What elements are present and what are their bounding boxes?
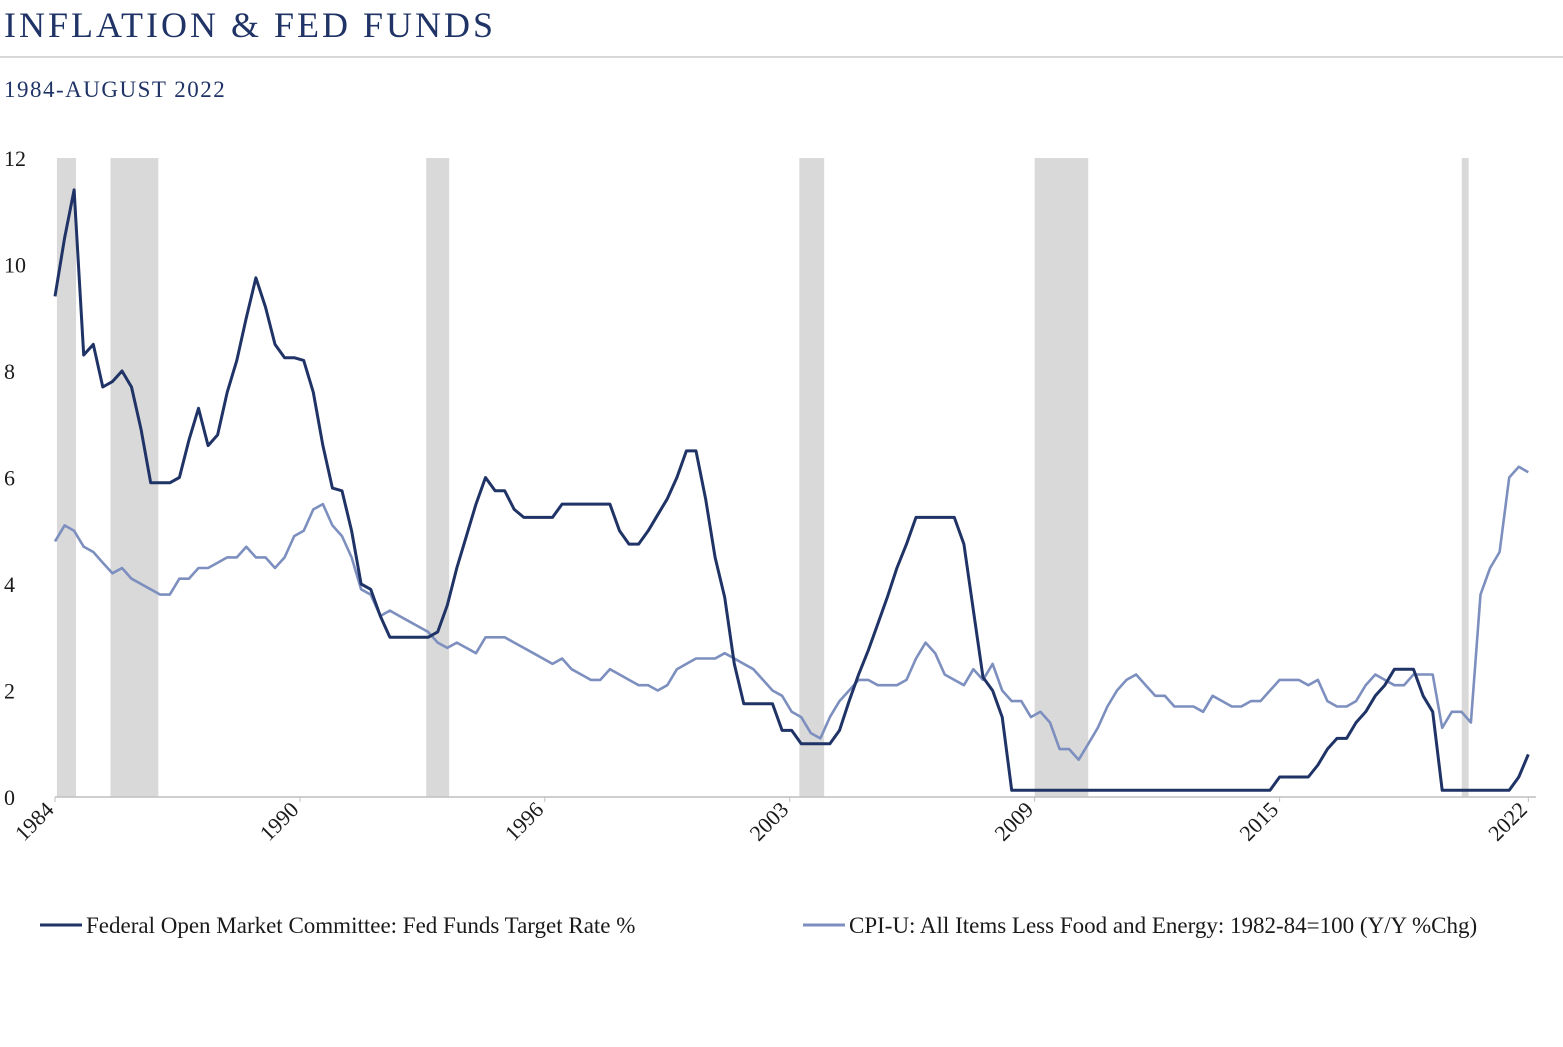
shaded-band <box>799 158 825 797</box>
shaded-band <box>426 158 450 797</box>
shaded-band <box>1034 158 1089 797</box>
y-tick-label: 10 <box>4 253 26 278</box>
chart-subtitle: 1984-AUGUST 2022 <box>4 77 226 102</box>
y-tick-label: 0 <box>4 785 15 810</box>
y-tick-label: 12 <box>4 146 26 171</box>
x-tick-label: 2022 <box>1483 797 1532 846</box>
chart-title: INFLATION & FED FUNDS <box>4 5 496 45</box>
y-tick-label: 4 <box>4 572 15 597</box>
legend-label: CPI-U: All Items Less Food and Energy: 1… <box>849 913 1477 938</box>
shaded-band <box>1461 158 1469 797</box>
legend-label: Federal Open Market Committee: Fed Funds… <box>86 913 635 938</box>
x-tick-label: 1990 <box>255 797 304 846</box>
y-tick-label: 2 <box>4 679 15 704</box>
series-line <box>53 188 1530 792</box>
x-tick-label: 1984 <box>10 797 59 846</box>
y-tick-label: 8 <box>4 359 15 384</box>
series-line <box>53 465 1529 761</box>
shaded-band <box>56 158 77 797</box>
x-tick-label: 2009 <box>989 797 1038 846</box>
x-tick-label: 2015 <box>1234 797 1283 846</box>
x-tick-label: 1996 <box>500 797 549 846</box>
y-tick-label: 6 <box>4 466 15 491</box>
x-tick-label: 2003 <box>745 797 794 846</box>
